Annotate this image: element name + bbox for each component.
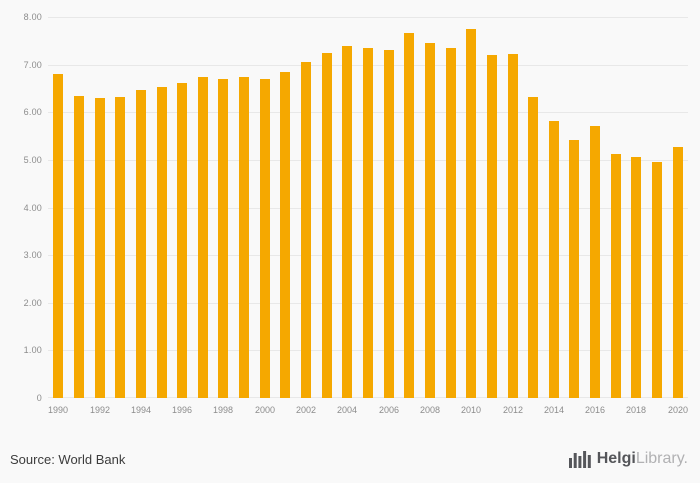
source-label: Source: World Bank xyxy=(10,451,126,467)
bar-2018 xyxy=(631,157,641,398)
y-axis: 0 1.00 2.00 3.00 4.00 5.00 6.00 7.00 8.00 xyxy=(0,12,42,403)
logo-text-helgi: Helgi xyxy=(596,450,636,467)
bar-2000 xyxy=(260,79,270,398)
y-tick-label: 7.00 xyxy=(23,60,42,70)
y-tick-label: 2.00 xyxy=(23,298,42,308)
bar-2002 xyxy=(301,62,311,398)
x-tick-label: 1990 xyxy=(47,405,69,415)
x-tick-label: 1994 xyxy=(130,405,152,415)
y-tick-label: 5.00 xyxy=(23,155,42,165)
bar-2004 xyxy=(342,46,352,398)
bar-2017 xyxy=(611,154,621,398)
bar-2005 xyxy=(363,48,373,398)
y-tick-label: 3.00 xyxy=(23,250,42,260)
logo-wordmark: HelgiLibrary. xyxy=(597,451,688,467)
bar-1996 xyxy=(177,83,187,398)
x-tick-label: 2014 xyxy=(543,405,565,415)
x-axis: 1990 1992 1994 1996 1998 2000 2002 2004 2006 2008… xyxy=(48,405,688,419)
x-tick-label: 2018 xyxy=(625,405,647,415)
bar-1990 xyxy=(53,74,63,398)
plot-area xyxy=(48,17,688,398)
bar-2001 xyxy=(280,72,290,398)
bar-1994 xyxy=(136,90,146,398)
bar-1997 xyxy=(198,77,208,398)
x-tick-label: 2002 xyxy=(295,405,317,415)
bar-1998 xyxy=(218,79,228,398)
bar-2012 xyxy=(508,54,518,398)
x-tick-label: 2016 xyxy=(584,405,606,415)
footer: Source: World Bank HelgiLibrary. xyxy=(10,447,688,471)
gridline xyxy=(48,17,688,18)
bar-2020 xyxy=(673,147,683,398)
x-tick-label: 2008 xyxy=(419,405,441,415)
y-tick-label: 0 xyxy=(36,393,42,403)
bar-1993 xyxy=(115,97,125,398)
bar-2013 xyxy=(528,97,538,398)
bar-2007 xyxy=(404,33,414,398)
y-tick-label: 1.00 xyxy=(23,345,42,355)
y-tick-label: 6.00 xyxy=(23,107,42,117)
logo-text-library: Library. xyxy=(635,450,688,467)
bar-2010 xyxy=(466,29,476,398)
x-tick-label: 2012 xyxy=(502,405,524,415)
bar-2016 xyxy=(590,126,600,398)
x-tick-label: 1992 xyxy=(89,405,111,415)
bar-2019 xyxy=(652,162,662,398)
bar-2011 xyxy=(487,55,497,398)
x-tick-label: 1998 xyxy=(212,405,234,415)
bar-2008 xyxy=(425,43,435,398)
bar-1992 xyxy=(95,98,105,398)
helgi-library-logo: HelgiLibrary. xyxy=(568,450,688,468)
bar-1999 xyxy=(239,77,249,398)
bar-1991 xyxy=(74,96,84,398)
x-tick-label: 2020 xyxy=(667,405,689,415)
bar-2009 xyxy=(446,48,456,398)
bar-2015 xyxy=(569,140,579,398)
logo-bars-icon xyxy=(568,450,591,468)
y-tick-label: 8.00 xyxy=(23,12,42,22)
bar-2003 xyxy=(322,53,332,398)
x-tick-label: 2004 xyxy=(336,405,358,415)
x-tick-label: 2000 xyxy=(254,405,276,415)
y-tick-label: 4.00 xyxy=(23,203,42,213)
x-tick-label: 2010 xyxy=(460,405,482,415)
bar-1995 xyxy=(157,87,167,398)
x-tick-label: 2006 xyxy=(378,405,400,415)
bar-2014 xyxy=(549,121,559,398)
bar-2006 xyxy=(384,50,394,398)
x-tick-label: 1996 xyxy=(171,405,193,415)
